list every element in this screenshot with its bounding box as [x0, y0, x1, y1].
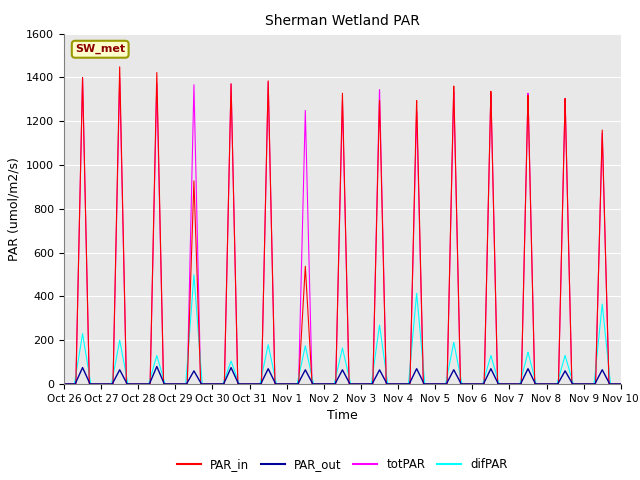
Title: Sherman Wetland PAR: Sherman Wetland PAR	[265, 14, 420, 28]
PAR_in	[499, 381, 506, 387]
PAR_out	[419, 380, 427, 385]
difPAR	[419, 364, 427, 370]
totPAR	[173, 381, 181, 387]
Legend: PAR_in, PAR_out, totPAR, difPAR: PAR_in, PAR_out, totPAR, difPAR	[172, 454, 513, 476]
PAR_out	[60, 381, 68, 387]
PAR_out	[179, 381, 187, 387]
PAR_in	[617, 381, 625, 387]
totPAR	[419, 380, 427, 386]
totPAR	[60, 381, 68, 387]
Line: PAR_in: PAR_in	[64, 67, 621, 384]
PAR_out	[615, 381, 623, 387]
difPAR	[269, 362, 276, 368]
PAR_in	[269, 274, 276, 280]
PAR_in	[179, 381, 187, 387]
Line: PAR_out: PAR_out	[64, 367, 621, 384]
difPAR	[617, 381, 625, 387]
PAR_in	[116, 64, 124, 70]
PAR_out	[153, 364, 161, 370]
totPAR	[79, 74, 86, 80]
difPAR	[190, 272, 198, 277]
PAR_out	[499, 381, 506, 387]
PAR_out	[269, 375, 276, 381]
totPAR	[269, 275, 276, 280]
Line: totPAR: totPAR	[64, 77, 621, 384]
PAR_in	[419, 380, 427, 386]
totPAR	[499, 381, 506, 387]
difPAR	[615, 381, 623, 387]
difPAR	[179, 381, 187, 387]
PAR_out	[617, 381, 625, 387]
Y-axis label: PAR (umol/m2/s): PAR (umol/m2/s)	[8, 157, 20, 261]
difPAR	[499, 381, 506, 387]
difPAR	[60, 381, 68, 387]
totPAR	[179, 381, 187, 387]
Text: SW_met: SW_met	[75, 44, 125, 54]
PAR_in	[173, 381, 181, 387]
totPAR	[615, 381, 623, 387]
PAR_in	[615, 381, 623, 387]
totPAR	[617, 381, 625, 387]
difPAR	[173, 381, 181, 387]
PAR_out	[173, 381, 181, 387]
Line: difPAR: difPAR	[64, 275, 621, 384]
X-axis label: Time: Time	[327, 409, 358, 422]
PAR_in	[60, 381, 68, 387]
